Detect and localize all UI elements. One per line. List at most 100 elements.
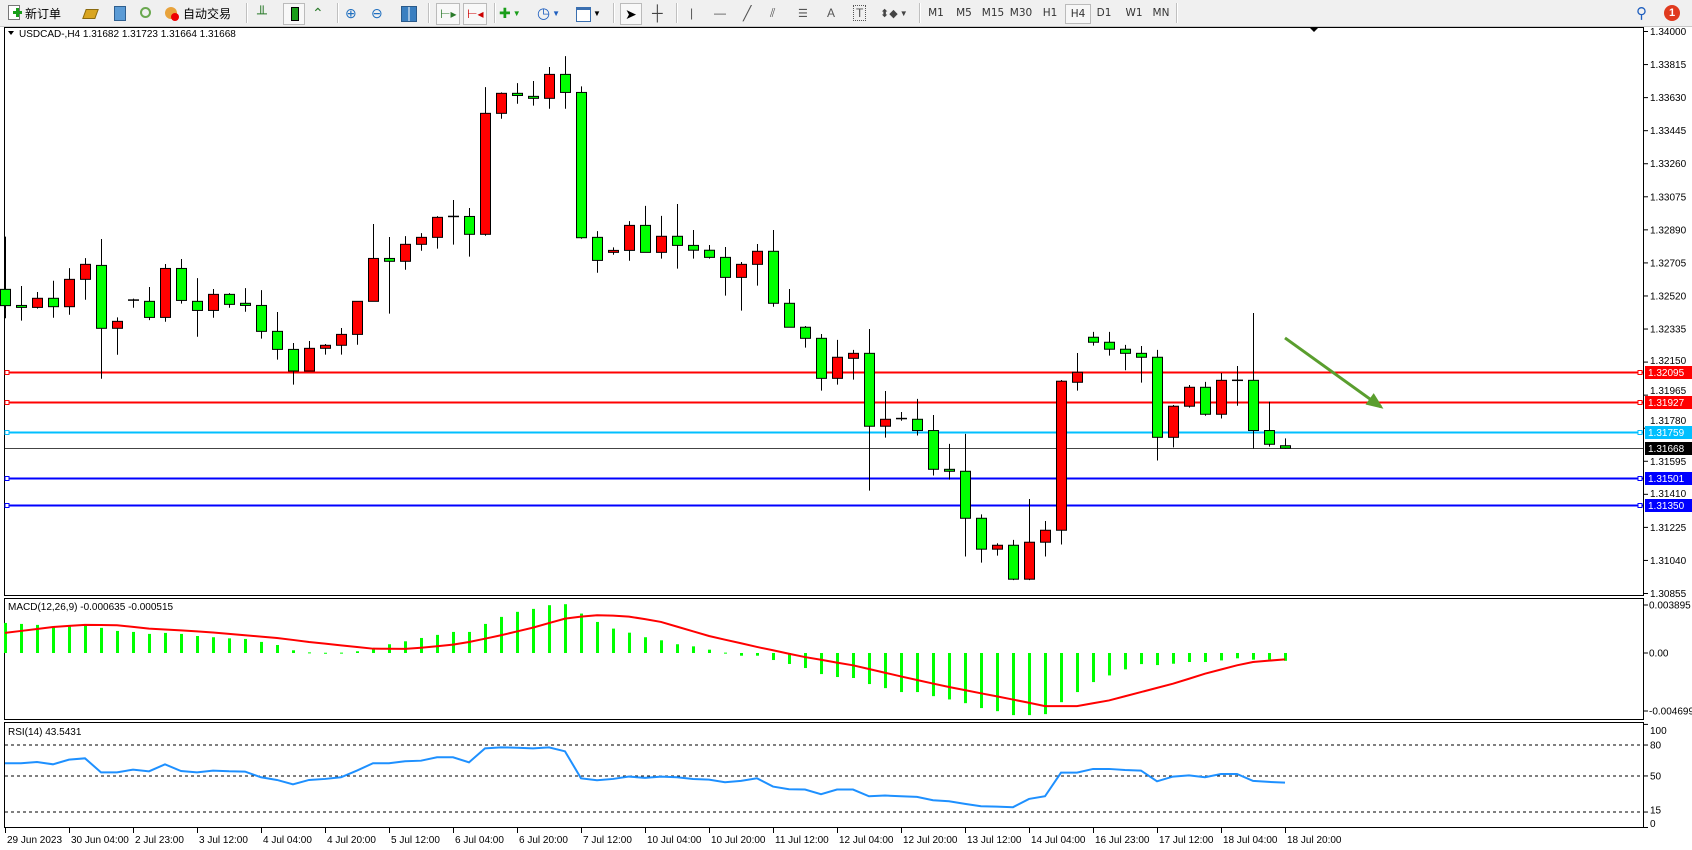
macd-histogram-bar xyxy=(1076,653,1079,693)
candle-body-down xyxy=(272,330,283,350)
macd-histogram-bar xyxy=(1140,653,1143,665)
macd-histogram-bar xyxy=(836,653,839,678)
macd-histogram-bar xyxy=(1220,653,1223,661)
line-anchor-handle[interactable] xyxy=(1637,430,1643,435)
dropdown-arrow-icon: ▼ xyxy=(552,8,561,18)
vertical-line-button[interactable]: | xyxy=(690,3,693,23)
timeframe-d1[interactable]: D1 xyxy=(1096,7,1112,19)
time-tick-label: 7 Jul 12:00 xyxy=(583,835,632,846)
symbol-menu-icon[interactable] xyxy=(8,31,14,35)
timeframe-m30[interactable]: M30 xyxy=(1009,7,1033,19)
time-tick-label: 16 Jul 23:00 xyxy=(1095,835,1150,846)
time-tick-label: 3 Jul 12:00 xyxy=(199,835,248,846)
line-anchor-handle[interactable] xyxy=(1637,400,1643,405)
line-anchor-handle[interactable] xyxy=(1637,370,1643,375)
trend-arrow-annotation[interactable] xyxy=(1284,336,1382,409)
macd-histogram-bar xyxy=(676,644,679,653)
macd-histogram-bar xyxy=(964,653,967,704)
notification-button[interactable]: 1 xyxy=(1664,3,1680,23)
chart-shift-marker-icon[interactable] xyxy=(1310,28,1318,32)
line-anchor-handle[interactable] xyxy=(1637,476,1643,481)
time-tick-label: 4 Jul 04:00 xyxy=(263,835,312,846)
candle xyxy=(160,263,171,322)
auto-scroll-button[interactable]: ⊢▸ xyxy=(436,3,461,25)
candle xyxy=(736,262,747,311)
price-line-tag xyxy=(1645,396,1692,409)
price-line-tag xyxy=(1645,472,1692,485)
navigator-button[interactable] xyxy=(111,3,127,23)
candle-body-down xyxy=(976,517,987,550)
line-anchor-handle[interactable] xyxy=(4,400,10,405)
search-button[interactable]: ⚲ xyxy=(1636,3,1647,23)
zoom-in-icon: ⊕ xyxy=(345,4,357,21)
line-anchor-handle[interactable] xyxy=(1637,503,1643,508)
candle xyxy=(320,344,331,355)
auto-trade-button[interactable]: 自动交易 xyxy=(164,3,231,23)
periods-button[interactable]: ◷ ▼ xyxy=(537,3,560,23)
arrows-button[interactable]: ⬍◆ ▼ xyxy=(880,3,908,23)
text-label-button[interactable]: T xyxy=(853,3,867,23)
crosshair-button[interactable]: ┼ xyxy=(652,3,663,23)
toolbar: 新订单 自动交易 ╨ ⌃ ⊕ ⊖ ⊢▸ ⊢◂ ✚ ▼ ◷ ▼ ▼ ➤ ┼ | — ╱… xyxy=(0,0,1692,27)
line-anchor-handle[interactable] xyxy=(4,430,10,435)
time-tick-label: 4 Jul 20:00 xyxy=(327,835,376,846)
candle xyxy=(288,342,299,385)
candlestick-button[interactable] xyxy=(283,3,305,25)
chart-shift-button[interactable]: ⊢◂ xyxy=(463,3,488,25)
line-chart-button[interactable]: ⌃ xyxy=(312,3,324,23)
timeframe-m1[interactable]: M1 xyxy=(928,7,944,19)
candle-body-up xyxy=(880,418,891,427)
candle-body-down xyxy=(864,352,875,427)
macd-histogram-bar xyxy=(1172,653,1175,664)
candle xyxy=(672,203,683,269)
timeframe-mn[interactable]: MN xyxy=(1152,7,1170,19)
chart-shift-icon: ⊢◂ xyxy=(467,7,484,21)
zoom-in-button[interactable]: ⊕ xyxy=(345,3,357,23)
zoom-out-button[interactable]: ⊖ xyxy=(371,3,383,23)
fibo-channel-button[interactable]: ☰ xyxy=(798,3,808,23)
macd-histogram-bar xyxy=(308,652,311,654)
candle xyxy=(224,293,235,308)
candle-body-down xyxy=(1280,445,1291,449)
time-tick-label: 30 Jun 04:00 xyxy=(71,835,129,846)
cursor-button[interactable]: ➤ xyxy=(620,3,642,25)
timeframe-h4[interactable]: H4 xyxy=(1065,4,1091,24)
candle-body-up xyxy=(624,224,635,251)
macd-histogram-bar xyxy=(1188,653,1191,662)
line-anchor-handle[interactable] xyxy=(4,476,10,481)
text-button[interactable]: A xyxy=(827,3,835,23)
templates-button[interactable]: ▼ xyxy=(575,3,601,23)
trendline-button[interactable]: ╱ xyxy=(743,3,751,23)
candle xyxy=(720,247,731,296)
timeframe-m15[interactable]: M15 xyxy=(981,7,1005,19)
candle xyxy=(1248,312,1259,449)
candle xyxy=(688,230,699,259)
line-anchor-handle[interactable] xyxy=(4,370,10,375)
candle-body-up xyxy=(736,263,747,278)
candle xyxy=(176,258,187,304)
macd-histogram-bar xyxy=(1060,653,1063,703)
indicators-button[interactable]: ✚ ▼ xyxy=(499,3,521,23)
fibonacci-button[interactable]: ⫽ xyxy=(770,3,775,23)
price-line-tag xyxy=(1645,426,1692,439)
bar-chart-button[interactable]: ╨ xyxy=(257,3,267,23)
rsi-label: RSI(14) 43.5431 xyxy=(8,727,82,738)
candle-body-up xyxy=(32,297,43,308)
timeframe-m5[interactable]: M5 xyxy=(956,7,972,19)
candle-body-down xyxy=(560,73,571,93)
candle xyxy=(640,205,651,253)
price-tick-label: 1.33445 xyxy=(1650,126,1687,137)
tile-windows-button[interactable] xyxy=(400,3,417,23)
line-anchor-handle[interactable] xyxy=(4,503,10,508)
macd-histogram-bar xyxy=(244,638,247,653)
candle-body-down xyxy=(144,300,155,318)
candle xyxy=(496,92,507,119)
new-order-button[interactable]: 新订单 xyxy=(6,3,61,23)
timeframe-h1[interactable]: H1 xyxy=(1042,7,1058,19)
timeframe-w1[interactable]: W1 xyxy=(1125,7,1143,19)
signal-button[interactable] xyxy=(138,3,154,23)
macd-histogram-bar xyxy=(740,653,743,656)
macd-tick-label: 0.00 xyxy=(1649,649,1669,660)
horizontal-line-button[interactable]: — xyxy=(714,3,726,23)
